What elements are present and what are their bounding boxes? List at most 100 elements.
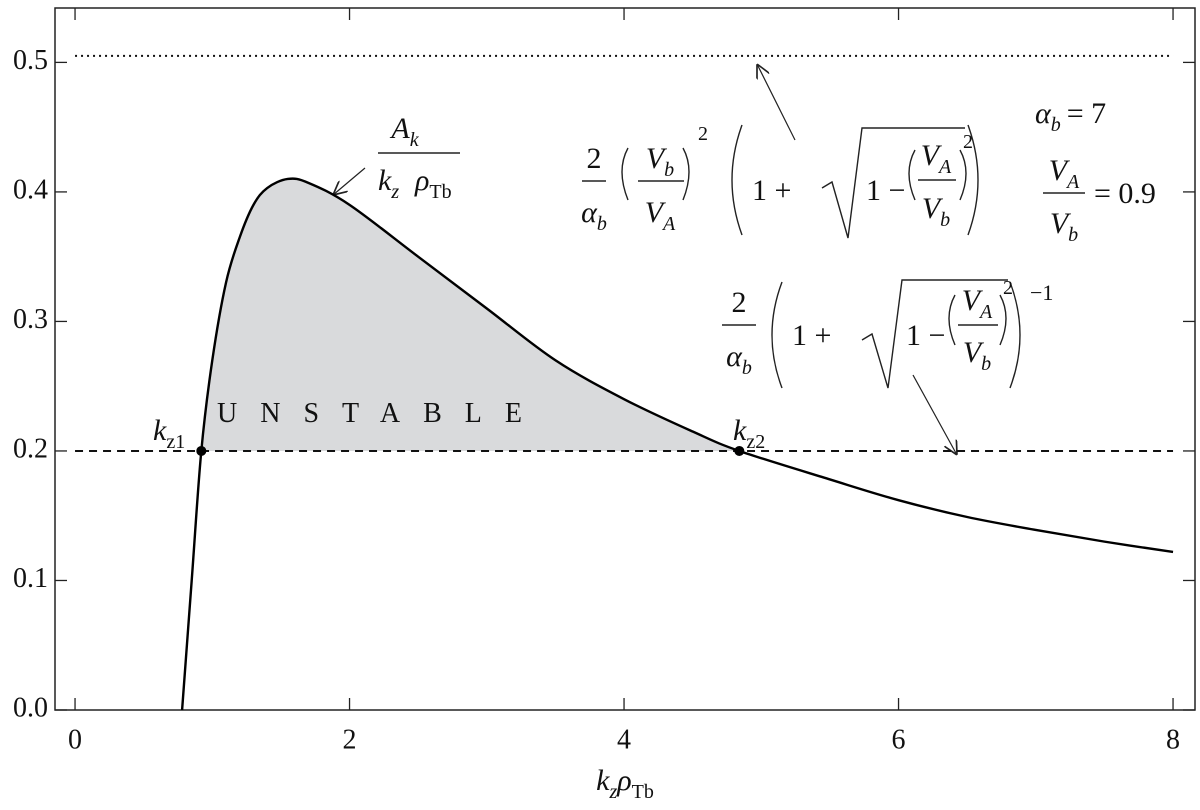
symbol-base: α [726,340,743,373]
math-text: 2 [1003,277,1013,299]
paren [731,124,743,236]
symbol-subscript: A [937,156,952,178]
x-tick-label: 2 [343,724,357,755]
region-label: UNSTABLE [217,398,545,429]
y-tick-label: 0.2 [13,433,48,464]
symbol-subscript: A [661,213,676,235]
paren [771,281,783,389]
symbol-subscript: b [1068,224,1078,246]
symbol-subscript: A [1065,171,1080,193]
math-text: = 0.9 [1094,177,1156,210]
y-tick-label: 0.3 [13,304,48,335]
symbol-subscript: z [390,181,399,203]
math-text: 2 [963,131,973,153]
arrows [333,64,957,455]
math-symbol: Vb [646,142,674,181]
symbol-base: V [963,336,985,369]
plot-frame [54,7,1196,711]
symbol-base: V [1050,207,1072,240]
paren [682,147,690,201]
symbol-base: ρ [616,764,631,797]
math-symbol: kz1 [153,414,185,453]
paren [1009,281,1021,389]
symbol-base: k [153,414,167,447]
symbol-base: V [645,196,667,229]
math-text: −1 [1030,280,1053,305]
symbol-base: V [646,142,668,175]
arrow [912,374,957,455]
x-tick-label: 8 [1166,724,1180,755]
symbol-subscript: b [1051,114,1061,136]
symbol-subscript: b [597,213,607,235]
math-text: 1 + [792,319,831,352]
y-tick-label: 0.5 [13,45,48,76]
symbol-base: k [378,164,392,197]
x-tick-label: 0 [68,724,82,755]
math-symbol: Vb [922,192,950,231]
symbol-subscript: b [742,357,752,379]
symbol-base: V [922,192,944,225]
paren [621,147,629,201]
math-symbol: kz2 [733,414,765,453]
sqrt-sign [821,127,965,239]
x-tick-label: 6 [892,724,906,755]
math-symbol: Vb [963,336,991,375]
symbol-subscript: Tb [632,781,654,803]
threshold-point [734,445,745,456]
symbol-subscript: Tb [429,181,451,203]
symbol-base: α [581,196,598,229]
math-symbol: αb = 7 [1035,97,1106,136]
math-text: 1 − [906,319,945,352]
symbol-base: V [962,284,984,317]
y-tick-label: 0.0 [13,692,48,723]
math-text: 2 [587,142,602,175]
paren [959,149,967,201]
symbol-base: A [389,112,410,145]
parentheses [621,124,1021,389]
param-value: = 7 [1067,97,1106,130]
math-symbol: VA [962,284,993,323]
symbol-subscript: k [410,129,420,151]
math-symbol: VA [1049,154,1080,193]
math-symbol: ρTb [414,164,452,203]
math-symbol: αb [581,196,607,235]
arrow [333,167,366,195]
x-tick-label: 4 [617,724,631,755]
symbol-subscript: A [978,301,993,323]
symbol-subscript: b [981,353,991,375]
symbol-base: α [1035,97,1052,130]
x-axis-label: kzρTb [596,764,654,803]
paren [967,124,979,236]
paren [999,294,1007,346]
symbol-subscript: b [664,159,674,181]
symbol-subscript: z1 [166,431,185,453]
math-text: 2 [732,286,747,319]
symbol-base: k [733,414,747,447]
math-symbol: Ak [389,112,419,151]
symbol-base: k [596,764,610,797]
y-tick-label: 0.1 [13,563,48,594]
math-text: 1 + [752,174,791,207]
symbol-subscript: b [940,209,950,231]
threshold-point [196,445,207,456]
sqrt-sign [861,279,1008,389]
math-text: 1 − [866,174,905,207]
paren [908,149,916,201]
symbol-subscript: z2 [746,431,765,453]
unstable-region [201,178,740,451]
symbol-base: V [921,139,943,172]
symbol-base: ρ [414,164,429,197]
symbol-subscript: z [608,781,617,803]
paren [948,294,956,346]
math-symbol: VA [921,139,952,178]
y-tick-label: 0.4 [13,174,48,205]
math-text: 2 [698,123,708,145]
curve [180,177,1174,711]
arrow [757,64,796,141]
math-symbol: kz [378,164,399,203]
math-symbol: VA [645,196,676,235]
symbol-base: V [1049,154,1071,187]
math-symbol: αb [726,340,752,379]
math-symbol: Vb [1050,207,1078,246]
